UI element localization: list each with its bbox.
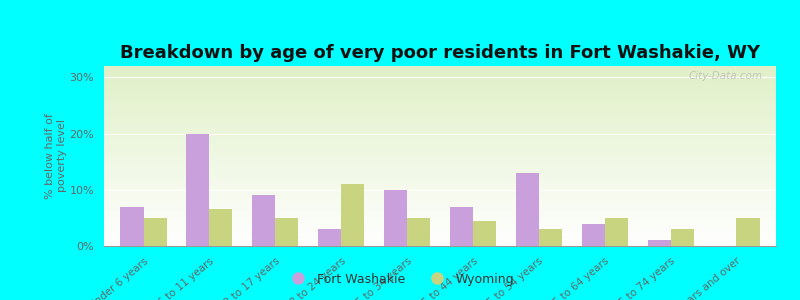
Bar: [143, 218, 166, 246]
Bar: [121, 207, 143, 246]
Legend: Fort Washakie, Wyoming: Fort Washakie, Wyoming: [281, 268, 519, 291]
Bar: [582, 224, 605, 246]
Bar: [210, 209, 233, 246]
Bar: [275, 218, 298, 246]
Bar: [407, 218, 430, 246]
Title: Breakdown by age of very poor residents in Fort Washakie, WY: Breakdown by age of very poor residents …: [120, 44, 760, 62]
Text: City-Data.com: City-Data.com: [689, 71, 762, 81]
Bar: [341, 184, 364, 246]
Bar: [670, 229, 694, 246]
Bar: [605, 218, 628, 246]
Bar: [450, 207, 473, 246]
Y-axis label: % below half of
poverty level: % below half of poverty level: [45, 113, 66, 199]
Bar: [252, 195, 275, 246]
Bar: [384, 190, 407, 246]
Bar: [737, 218, 759, 246]
Bar: [647, 240, 670, 246]
Bar: [186, 134, 210, 246]
Bar: [473, 221, 496, 246]
Bar: [516, 173, 539, 246]
Bar: [539, 229, 562, 246]
Bar: [318, 229, 341, 246]
